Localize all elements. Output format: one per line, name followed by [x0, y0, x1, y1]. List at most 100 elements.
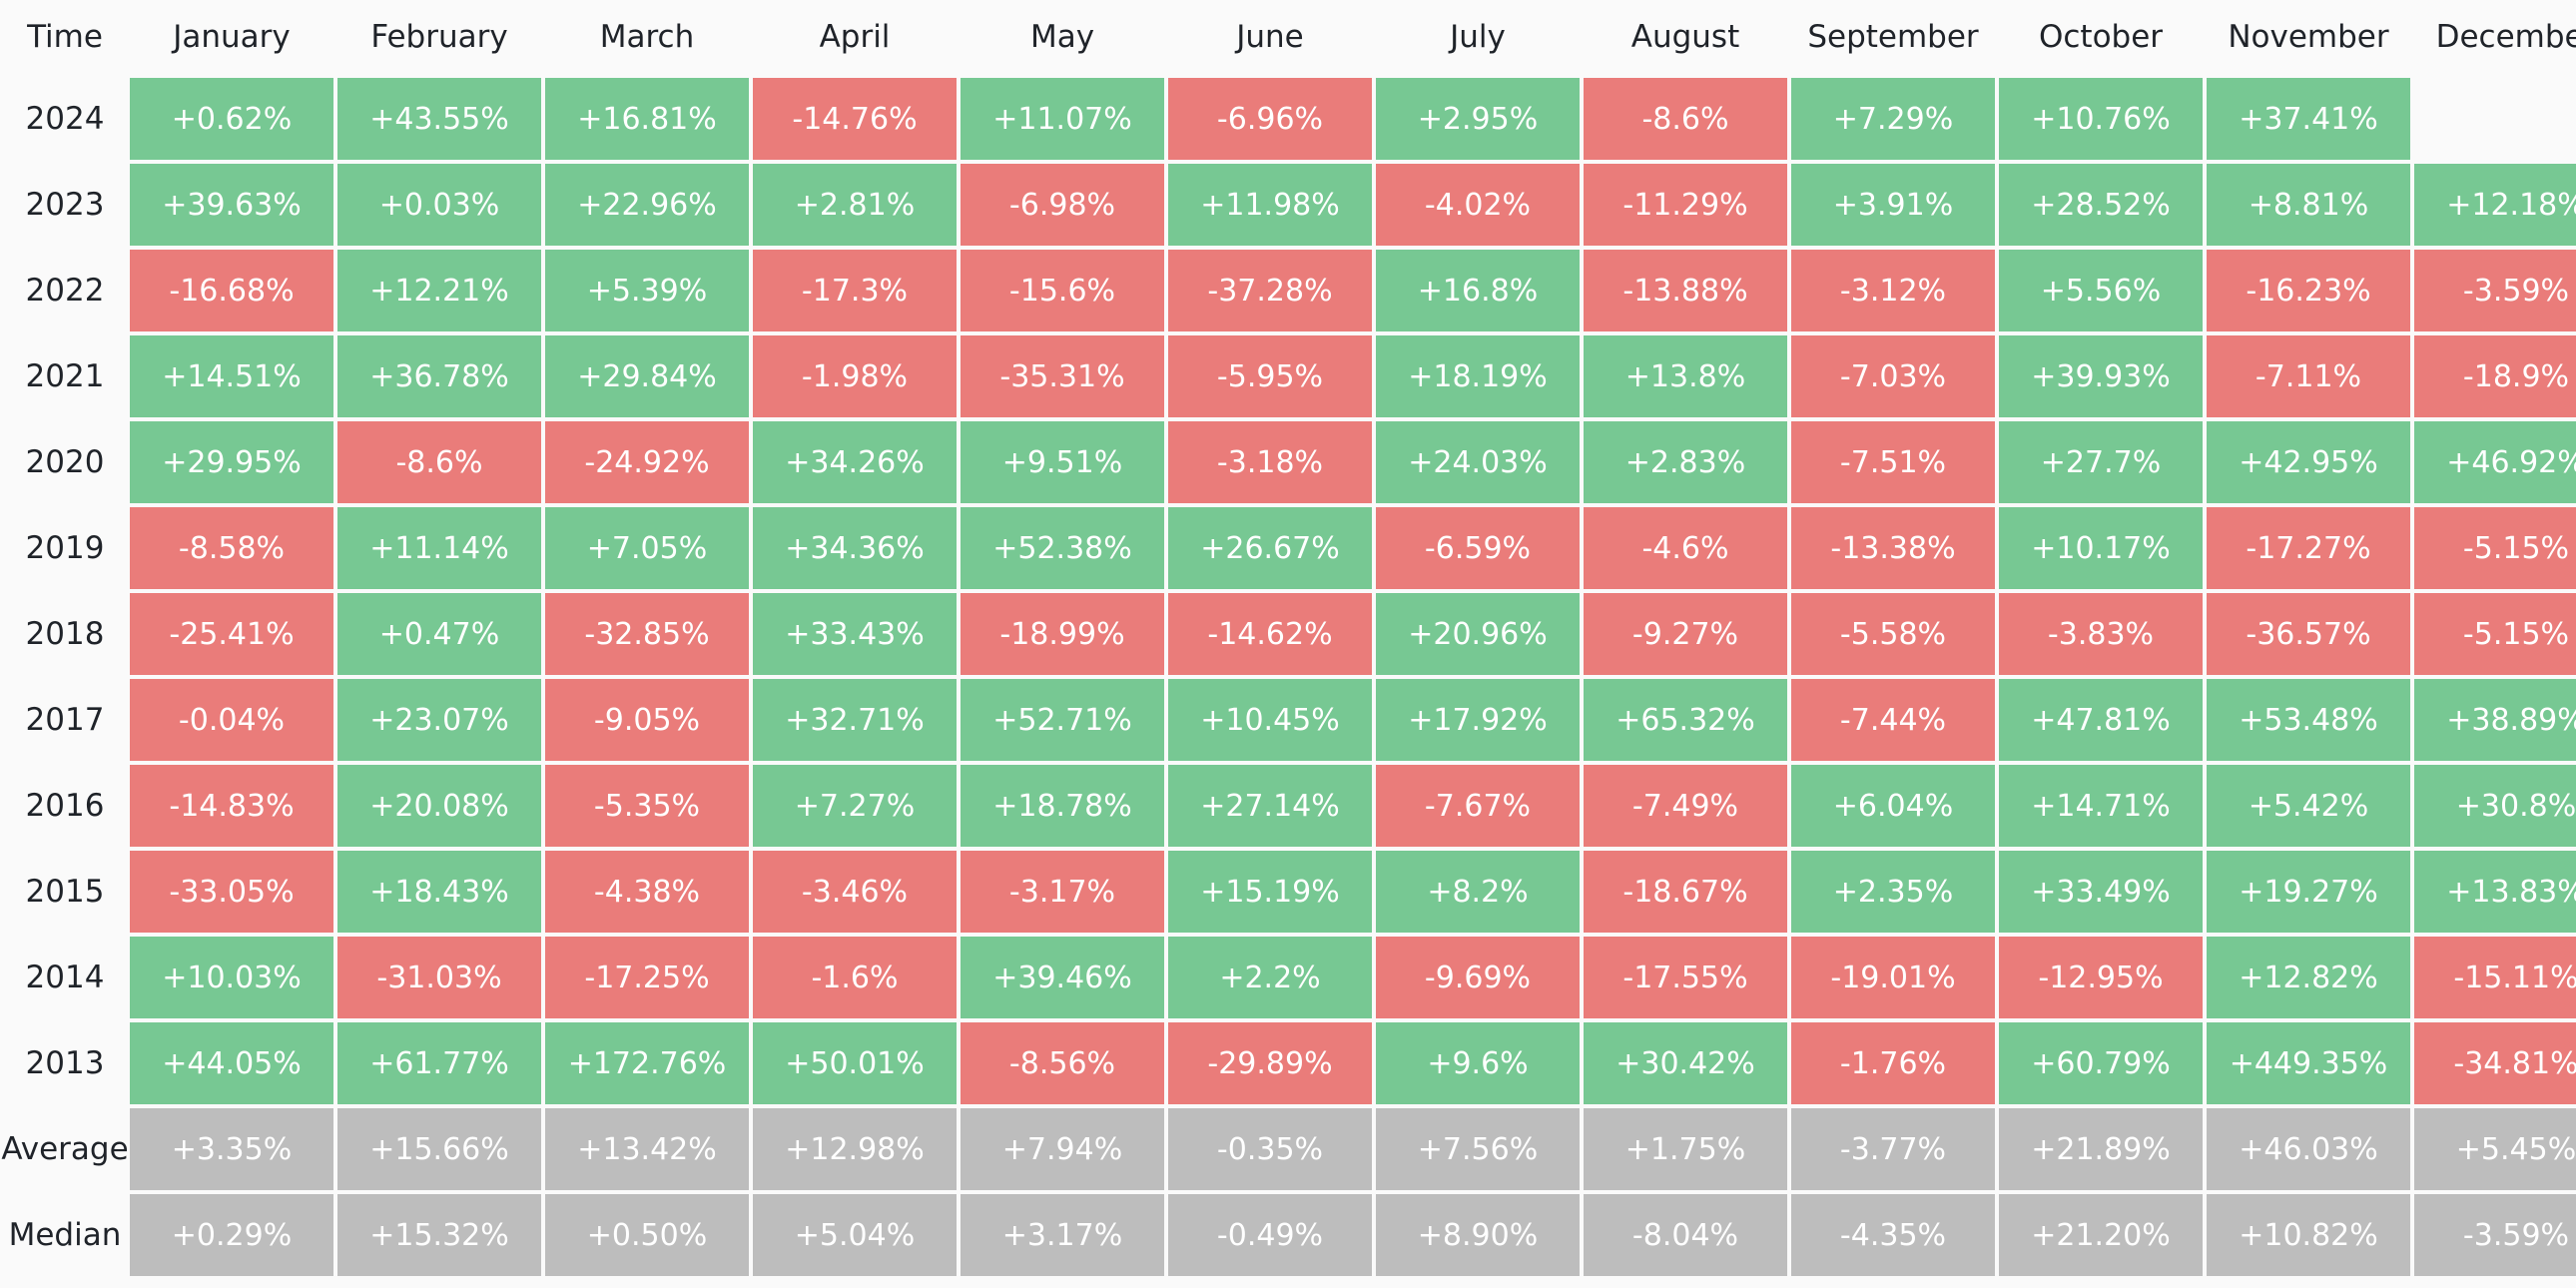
heatmap-cell: -14.62% [1168, 593, 1372, 675]
heatmap-cell: +14.71% [1999, 765, 2203, 847]
heatmap-cell: -16.23% [2207, 250, 2410, 331]
row-label-2022: 2022 [25, 273, 105, 309]
heatmap-cell: -35.31% [961, 335, 1164, 417]
heatmap-cell: +13.83% [2414, 851, 2576, 933]
heatmap-cell: -8.56% [961, 1022, 1164, 1104]
heatmap-cell: -13.38% [1791, 507, 1995, 589]
heatmap-cell: +7.94% [961, 1108, 1164, 1190]
column-header-june: June [1236, 19, 1304, 55]
heatmap-cell: +18.43% [337, 851, 541, 933]
column-header-april: April [819, 19, 891, 55]
heatmap-cell: -18.99% [961, 593, 1164, 675]
heatmap-cell: +47.81% [1999, 679, 2203, 761]
heatmap-cell: -4.35% [1791, 1194, 1995, 1276]
heatmap-cell: -8.04% [1584, 1194, 1787, 1276]
heatmap-cell: +61.77% [337, 1022, 541, 1104]
heatmap-cell: +23.07% [337, 679, 541, 761]
heatmap-cell: +5.39% [545, 250, 749, 331]
heatmap-cell: +20.96% [1376, 593, 1580, 675]
heatmap-cell: +3.35% [130, 1108, 333, 1190]
heatmap-cell: -11.29% [1584, 164, 1787, 246]
heatmap-cell: -36.57% [2207, 593, 2410, 675]
heatmap-cell: +6.04% [1791, 765, 1995, 847]
heatmap-cell: -1.98% [753, 335, 957, 417]
heatmap-cell: -9.05% [545, 679, 749, 761]
heatmap-cell: +17.92% [1376, 679, 1580, 761]
heatmap-cell: -16.68% [130, 250, 333, 331]
heatmap-cell: +27.14% [1168, 765, 1372, 847]
heatmap-cell: -33.05% [130, 851, 333, 933]
heatmap-cell: -19.01% [1791, 937, 1995, 1018]
heatmap-cell: +36.78% [337, 335, 541, 417]
heatmap-cell: +0.47% [337, 593, 541, 675]
heatmap-cell: -14.83% [130, 765, 333, 847]
heatmap-cell: -18.67% [1584, 851, 1787, 933]
heatmap-cell: -0.49% [1168, 1194, 1372, 1276]
heatmap-cell: -32.85% [545, 593, 749, 675]
heatmap-cell: -34.81% [2414, 1022, 2576, 1104]
heatmap-cell: +38.89% [2414, 679, 2576, 761]
heatmap-cell: +24.03% [1376, 421, 1580, 503]
heatmap-cell: -4.6% [1584, 507, 1787, 589]
heatmap-cell: +11.07% [961, 78, 1164, 160]
heatmap-cell: +0.29% [130, 1194, 333, 1276]
row-label-2017: 2017 [25, 702, 105, 738]
heatmap-cell: +8.81% [2207, 164, 2410, 246]
heatmap-cell: -6.96% [1168, 78, 1372, 160]
heatmap-cell: +13.8% [1584, 335, 1787, 417]
heatmap-cell: -12.95% [1999, 937, 2203, 1018]
heatmap-cell: +28.52% [1999, 164, 2203, 246]
heatmap-cell: +12.82% [2207, 937, 2410, 1018]
heatmap-cell: +449.35% [2207, 1022, 2410, 1104]
heatmap-cell: +172.76% [545, 1022, 749, 1104]
column-header-february: February [370, 19, 508, 55]
heatmap-cell: +18.19% [1376, 335, 1580, 417]
heatmap-cell: -17.25% [545, 937, 749, 1018]
heatmap-cell: -4.02% [1376, 164, 1580, 246]
heatmap-cell: +13.42% [545, 1108, 749, 1190]
heatmap-cell: +52.38% [961, 507, 1164, 589]
heatmap-cell: +65.32% [1584, 679, 1787, 761]
heatmap-cell: -3.18% [1168, 421, 1372, 503]
heatmap-cell: -3.17% [961, 851, 1164, 933]
heatmap-cell: +10.45% [1168, 679, 1372, 761]
heatmap-cell: +27.7% [1999, 421, 2203, 503]
row-label-2024: 2024 [25, 101, 105, 137]
heatmap-cell: +16.81% [545, 78, 749, 160]
heatmap-cell: -7.03% [1791, 335, 1995, 417]
row-label-2013: 2013 [25, 1045, 105, 1081]
row-label-2019: 2019 [25, 530, 105, 566]
heatmap-cell: +11.98% [1168, 164, 1372, 246]
heatmap-cell: +29.95% [130, 421, 333, 503]
heatmap-cell: +39.93% [1999, 335, 2203, 417]
heatmap-cell: +22.96% [545, 164, 749, 246]
heatmap-cell: +8.2% [1376, 851, 1580, 933]
heatmap-cell: +10.76% [1999, 78, 2203, 160]
corner-label: Time [27, 19, 103, 55]
heatmap-cell: -17.27% [2207, 507, 2410, 589]
row-label-2023: 2023 [25, 187, 105, 223]
heatmap-cell: +14.51% [130, 335, 333, 417]
heatmap-cell: -5.15% [2414, 593, 2576, 675]
heatmap-cell: +15.66% [337, 1108, 541, 1190]
heatmap-cell: +32.71% [753, 679, 957, 761]
heatmap-cell: +15.32% [337, 1194, 541, 1276]
heatmap-cell: -15.6% [961, 250, 1164, 331]
heatmap-cell: +0.50% [545, 1194, 749, 1276]
column-header-october: October [2038, 19, 2164, 55]
heatmap-cell: -3.12% [1791, 250, 1995, 331]
heatmap-cell: -7.11% [2207, 335, 2410, 417]
heatmap-cell: +2.95% [1376, 78, 1580, 160]
heatmap-cell: -18.9% [2414, 335, 2576, 417]
heatmap-cell: +8.90% [1376, 1194, 1580, 1276]
column-header-september: September [1807, 19, 1979, 55]
heatmap-cell: +7.05% [545, 507, 749, 589]
heatmap-cell: -17.3% [753, 250, 957, 331]
heatmap-cell: +52.71% [961, 679, 1164, 761]
heatmap-cell: +2.35% [1791, 851, 1995, 933]
column-header-december: December [2435, 19, 2576, 55]
heatmap-cell: -24.92% [545, 421, 749, 503]
heatmap-cell: -29.89% [1168, 1022, 1372, 1104]
column-header-august: August [1630, 19, 1740, 55]
heatmap-cell: +3.17% [961, 1194, 1164, 1276]
